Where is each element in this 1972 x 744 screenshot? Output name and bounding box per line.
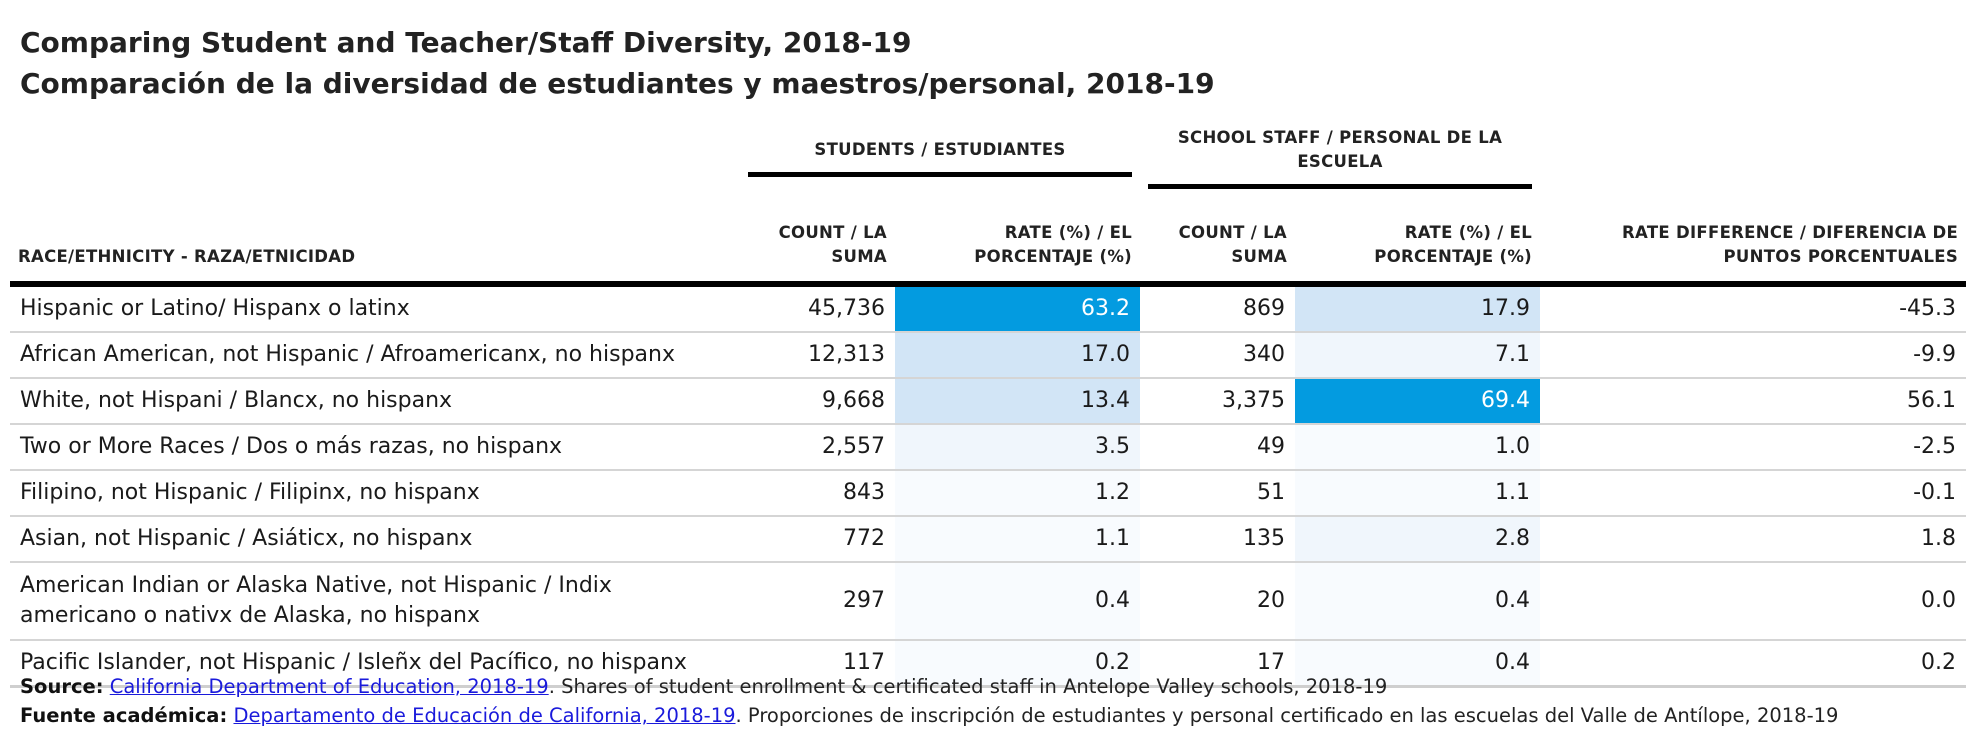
- staff-rate-cell: 1.1: [1295, 470, 1541, 517]
- student-count-cell: 45,736: [740, 284, 895, 333]
- rate-difference-cell: -2.5: [1540, 424, 1967, 471]
- race-cell: American Indian or Alaska Native, not Hi…: [10, 562, 740, 641]
- rate-difference-cell: -45.3: [1540, 284, 1967, 333]
- table-row: Pacific Islander, not Hispanic / Isleñx …: [10, 640, 1967, 688]
- staff-count-cell: 3,375: [1140, 378, 1296, 425]
- staff-count-cell: 49: [1140, 424, 1296, 471]
- fuente-line: Fuente académica: Departamento de Educac…: [20, 701, 1838, 730]
- student-count-cell: 297: [740, 562, 895, 641]
- rate-difference-cell: -9.9: [1540, 332, 1967, 379]
- table-row: Asian, not Hispanic / Asiáticx, no hispa…: [10, 516, 1967, 563]
- source-link[interactable]: California Department of Education, 2018…: [109, 675, 549, 698]
- rate-difference-cell: 1.8: [1540, 516, 1967, 563]
- student-count-cell: 12,313: [740, 332, 895, 379]
- student-rate-column-header: RATE (%) / EL PORCENTAJE (%): [974, 223, 1133, 266]
- race-cell: Filipino, not Hispanic / Filipinx, no hi…: [10, 470, 740, 517]
- student-count-cell: 117: [740, 640, 895, 688]
- rate-difference-cell: -0.1: [1540, 470, 1967, 517]
- race-column-header: RACE/ETHNICITY - RAZA/ETNICIDAD: [18, 247, 356, 266]
- staff-rate-cell: 7.1: [1295, 332, 1541, 379]
- staff-rate-cell: 2.8: [1295, 516, 1541, 563]
- race-cell: Pacific Islander, not Hispanic / Isleñx …: [10, 640, 740, 688]
- title-english: Comparing Student and Teacher/Staff Dive…: [20, 26, 912, 59]
- fuente-label: Fuente académica:: [20, 704, 228, 727]
- staff-rate-cell: 0.4: [1295, 562, 1541, 641]
- title-spanish: Comparación de la diversidad de estudian…: [20, 67, 1215, 100]
- staff-count-column-header: COUNT / LA SUMA: [1178, 223, 1288, 266]
- page-title: Comparing Student and Teacher/Staff Dive…: [20, 22, 1215, 104]
- table-row: American Indian or Alaska Native, not Hi…: [10, 562, 1967, 641]
- table-row: African American, not Hispanic / Afroame…: [10, 332, 1967, 379]
- table-row: Two or More Races / Dos o más razas, no …: [10, 424, 1967, 471]
- rate-difference-cell: 0.0: [1540, 562, 1967, 641]
- fuente-text: . Proporciones de inscripción de estudia…: [735, 704, 1839, 727]
- race-cell: African American, not Hispanic / Afroame…: [10, 332, 740, 379]
- source-label: Source:: [20, 675, 104, 698]
- student-rate-cell: 0.4: [895, 562, 1141, 641]
- staff-rate-cell: 0.4: [1295, 640, 1541, 688]
- student-count-cell: 772: [740, 516, 895, 563]
- race-cell: Asian, not Hispanic / Asiáticx, no hispa…: [10, 516, 740, 563]
- table-row: Filipino, not Hispanic / Filipinx, no hi…: [10, 470, 1967, 517]
- staff-count-cell: 20: [1140, 562, 1296, 641]
- staff-count-cell: 340: [1140, 332, 1296, 379]
- footer-notes: Source: California Department of Educati…: [20, 672, 1838, 730]
- staff-count-cell: 869: [1140, 284, 1296, 333]
- student-count-column-header: COUNT / LA SUMA: [778, 223, 887, 266]
- student-count-cell: 843: [740, 470, 895, 517]
- rate-difference-column-header: RATE DIFFERENCE / DIFERENCIA DE PUNTOS P…: [1622, 223, 1959, 266]
- staff-rate-cell: 1.0: [1295, 424, 1541, 471]
- source-text: . Shares of student enrollment & certifi…: [548, 675, 1388, 698]
- race-cell: White, not Hispani / Blancx, no hispanx: [10, 378, 740, 425]
- student-rate-cell: 17.0: [895, 332, 1141, 379]
- staff-group-header: SCHOOL STAFF / PERSONAL DE LA ESCUELA: [1140, 118, 1540, 189]
- diversity-table: STUDENTS / ESTUDIANTES SCHOOL STAFF / PE…: [10, 118, 1967, 688]
- staff-rate-cell: 17.9: [1295, 284, 1541, 333]
- student-rate-cell: 63.2: [895, 284, 1141, 333]
- student-rate-cell: 1.2: [895, 470, 1141, 517]
- staff-count-cell: 17: [1140, 640, 1296, 688]
- students-group-header: STUDENTS / ESTUDIANTES: [740, 118, 1140, 189]
- student-count-cell: 9,668: [740, 378, 895, 425]
- student-rate-cell: 13.4: [895, 378, 1141, 425]
- staff-rate-cell: 69.4: [1295, 378, 1541, 425]
- rate-difference-cell: 0.2: [1540, 640, 1967, 688]
- source-line: Source: California Department of Educati…: [20, 672, 1838, 701]
- student-rate-cell: 3.5: [895, 424, 1141, 471]
- race-cell: Hispanic or Latino/ Hispanx o latinx: [10, 284, 740, 333]
- table-row: White, not Hispani / Blancx, no hispanx …: [10, 378, 1967, 425]
- rate-difference-cell: 56.1: [1540, 378, 1967, 425]
- fuente-link[interactable]: Departamento de Educación de California,…: [233, 704, 736, 727]
- student-count-cell: 2,557: [740, 424, 895, 471]
- staff-count-cell: 135: [1140, 516, 1296, 563]
- student-rate-cell: 1.1: [895, 516, 1141, 563]
- student-rate-cell: 0.2: [895, 640, 1141, 688]
- staff-count-cell: 51: [1140, 470, 1296, 517]
- table-row: Hispanic or Latino/ Hispanx o latinx 45,…: [10, 284, 1967, 333]
- race-cell: Two or More Races / Dos o más razas, no …: [10, 424, 740, 471]
- staff-rate-column-header: RATE (%) / EL PORCENTAJE (%): [1374, 223, 1533, 266]
